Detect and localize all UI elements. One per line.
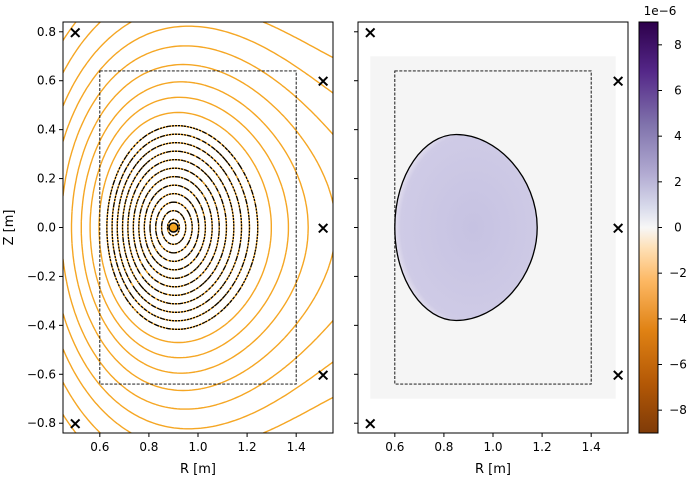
- x-tick-label: 1.0: [483, 440, 502, 454]
- left-x-label: R [m]: [180, 462, 216, 477]
- coil-marker: ×: [316, 365, 330, 385]
- x-tick-label: 1.4: [582, 440, 601, 454]
- y-tick-label: −0.4: [27, 318, 56, 332]
- coil-marker: ×: [68, 23, 82, 43]
- flux-contour-line: [111, 133, 251, 322]
- coil-marker: ×: [611, 365, 625, 385]
- flux-contour-line: [89, 96, 290, 359]
- coil-marker: ×: [68, 414, 82, 434]
- flux-surface-overlay: [127, 159, 228, 296]
- flux-contour-line: [80, 81, 309, 374]
- y-tick-label: −0.8: [27, 416, 56, 430]
- coil-markers: × × × × ×: [68, 23, 330, 434]
- right-x-label: R [m]: [475, 462, 511, 477]
- coil-marker: ×: [363, 414, 377, 434]
- flux-contour-line: [63, 22, 77, 433]
- right-coil-markers: × × × × ×: [363, 23, 625, 434]
- coil-marker: ×: [363, 23, 377, 43]
- flux-surface-overlay: [116, 142, 243, 313]
- flux-surface-overlay: [155, 201, 193, 254]
- flux-contour-line: [63, 45, 333, 410]
- flux-surface-overlay: [143, 184, 207, 271]
- y-tick-label: 0.0: [37, 221, 56, 235]
- flux-surface-overlay: [132, 167, 220, 288]
- magnetic-axis-dot: [168, 222, 179, 233]
- x-tick-label: 1.2: [238, 440, 257, 454]
- flux-surface-overlay: [166, 218, 181, 237]
- right-x-ticks: 0.6 0.8 1.0 1.2 1.4: [385, 433, 601, 454]
- magnetic-axis-marker: [168, 222, 179, 233]
- boundary-box: [99, 70, 297, 385]
- flux-contour-line: [63, 22, 101, 433]
- x-tick-label: 1.0: [188, 440, 207, 454]
- flux-surface-overlay: [121, 150, 235, 305]
- colorbar-offset-label: 1e−6: [644, 4, 677, 18]
- colorbar-tick-label: 6: [674, 84, 682, 98]
- left-panel: × × × × × 0.6 0.8 1.0 1.2 1.4 −0.8 −0.6 −0.4 −0.2 0.…: [2, 21, 334, 477]
- flux-surface-overlay: [160, 209, 187, 246]
- x-tick-label: 1.4: [287, 440, 306, 454]
- flux-contours: [63, 22, 333, 433]
- x-tick-label: 1.2: [533, 440, 552, 454]
- x-tick-label: 0.8: [434, 440, 453, 454]
- coil-marker: ×: [316, 219, 330, 239]
- colorbar: 1e−6 −8 −6 −4 −2 0 2 4 6 8: [638, 4, 687, 434]
- x-tick-label: 0.8: [139, 440, 158, 454]
- colorbar-tick-label: −6: [669, 358, 687, 372]
- y-tick-label: 0.6: [37, 74, 56, 88]
- left-y-ticks: −0.8 −0.6 −0.4 −0.2 0.0 0.2 0.4 0.6 0.8: [27, 25, 63, 430]
- colorbar-tick-label: 2: [674, 175, 682, 189]
- y-tick-label: 0.8: [37, 25, 56, 39]
- coil-marker: ×: [611, 72, 625, 92]
- x-tick-label: 0.6: [385, 440, 404, 454]
- flux-surface-overlay: [111, 133, 251, 322]
- colorbar-tick-label: −8: [669, 403, 687, 417]
- x-tick-label: 0.6: [90, 440, 109, 454]
- limiter-box: [394, 70, 592, 385]
- y-tick-label: −0.6: [27, 367, 56, 381]
- colorbar-tick-label: 4: [674, 129, 682, 143]
- right-y-ticks: [354, 31, 358, 424]
- flux-contour-line: [70, 63, 333, 392]
- plasma-boundary: [394, 133, 538, 322]
- limiter-box: [99, 70, 297, 385]
- colorbar-tick-label: 0: [674, 221, 682, 235]
- flux-surface-overlay: [106, 125, 259, 330]
- colorbar-tick-label: −4: [669, 312, 687, 326]
- coil-marker: ×: [611, 219, 625, 239]
- coil-marker: ×: [316, 72, 330, 92]
- colorbar-ticks: −8 −6 −4 −2 0 2 4 6 8: [658, 38, 687, 417]
- flux-contour-line: [106, 125, 259, 330]
- left-y-label: Z [m]: [2, 210, 17, 246]
- flux-contour-line: [63, 25, 333, 430]
- y-tick-label: 0.2: [37, 172, 56, 186]
- flux-surface-overlay: [138, 175, 213, 280]
- colorbar-tick-label: −2: [669, 266, 687, 280]
- colorbar-tick-label: 8: [674, 38, 682, 52]
- flux-surface-overlay: [149, 192, 200, 263]
- right-panel: × × × × × 0.6 0.8 1.0 1.2 1.4 R [m]: [354, 21, 629, 477]
- y-tick-label: −0.2: [27, 269, 56, 283]
- right-boundary-box: [394, 70, 592, 385]
- left-x-ticks: 0.6 0.8 1.0 1.2 1.4: [90, 433, 306, 454]
- y-tick-label: 0.4: [37, 123, 56, 137]
- flux-contour-line: [63, 22, 333, 433]
- colorbar-gradient: [638, 21, 659, 434]
